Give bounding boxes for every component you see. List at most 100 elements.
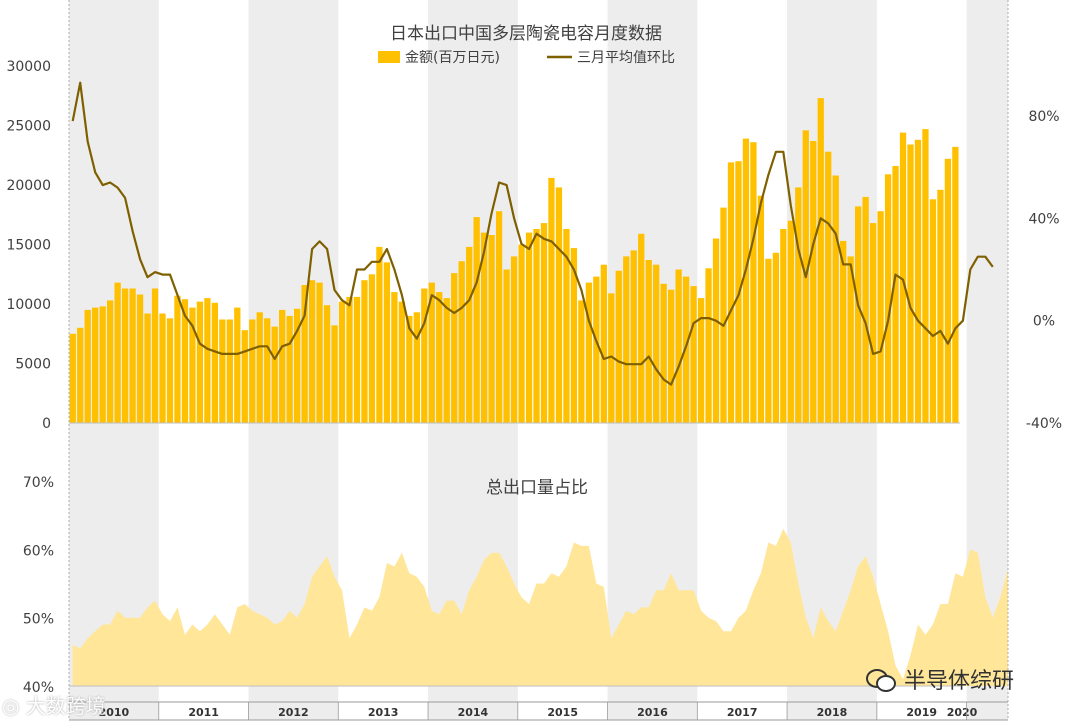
amount-bar (391, 292, 398, 423)
share-chart-title: 总出口量占比 (486, 478, 588, 498)
amount-bar (600, 264, 607, 423)
amount-bar (144, 313, 151, 423)
amount-bar (136, 294, 144, 423)
year-label-2019: 2019 (906, 706, 937, 719)
share-tick-label: 50% (23, 612, 54, 628)
watermark-left: ◎ 大数跨境 (2, 690, 106, 719)
amount-bar (840, 240, 847, 423)
amount-bar (121, 288, 129, 423)
amount-bar (899, 132, 907, 423)
watermark-right: 半导体综研 (866, 663, 1014, 695)
year-label-2020: 2020 (947, 706, 978, 719)
amount-bar (181, 299, 189, 423)
amount-bar (615, 270, 622, 423)
year-label-2017: 2017 (727, 706, 758, 719)
amount-bar (877, 211, 884, 423)
share-area (72, 528, 1008, 686)
amount-bar (443, 298, 450, 423)
amount-bar (892, 166, 899, 423)
amount-bar (174, 295, 181, 423)
amount-bar (331, 325, 338, 423)
amount-bar (952, 146, 959, 423)
amount-bar (787, 220, 794, 423)
watermark-right-text: 半导体综研 (904, 669, 1015, 694)
amount-bar (466, 246, 473, 423)
amount-bar (944, 158, 952, 424)
year-label-2018: 2018 (817, 706, 848, 719)
amount-bar (937, 189, 944, 423)
amount-bar (653, 264, 660, 423)
amount-bar (780, 229, 787, 423)
amount-bar (795, 187, 802, 423)
amount-bar (129, 288, 136, 423)
amount-bar (301, 285, 308, 423)
year-label-2012: 2012 (278, 706, 309, 719)
amount-bar (510, 256, 518, 423)
amount-bar (406, 315, 413, 423)
amount-bar (264, 318, 271, 423)
year-bands (69, 0, 1008, 720)
amount-bar (832, 175, 839, 423)
amount-bar (114, 282, 121, 423)
amount-bar (376, 246, 383, 423)
amount-bar (847, 256, 854, 423)
amount-bar (593, 276, 600, 423)
left-tick-label: 5000 (15, 357, 51, 373)
amount-bar (540, 223, 548, 423)
amount-bar (720, 207, 727, 423)
amount-bar (69, 333, 76, 424)
right-tick-label: 80% (1028, 109, 1059, 125)
wechat-icon: ◎ (2, 694, 26, 718)
amount-bar (682, 276, 690, 423)
amount-bar (563, 229, 570, 423)
amount-bar (585, 282, 592, 423)
amount-bar (914, 139, 922, 424)
chart-title: 日本出口中国多层陶瓷电容月度数据 (390, 24, 662, 44)
amount-bar (772, 252, 779, 423)
left-tick-label: 0 (42, 416, 51, 432)
amount-bar (668, 289, 675, 423)
amount-bar (189, 307, 196, 423)
share-area-layer (72, 528, 1008, 686)
amount-bar (855, 206, 862, 423)
amount-bar (608, 293, 615, 423)
share-tick-label: 60% (23, 543, 54, 559)
amount-bar (675, 269, 682, 423)
amount-bar (316, 282, 323, 423)
amount-bar (810, 141, 817, 423)
amount-bar (458, 261, 465, 423)
amount-bar (256, 312, 263, 423)
amount-bar (204, 298, 211, 423)
right-tick-label: 0% (1033, 314, 1055, 330)
amount-bar (623, 256, 630, 423)
amount-bar (368, 274, 376, 424)
amount-bar (488, 235, 495, 423)
amount-bar (77, 327, 84, 423)
year-label-2015: 2015 (547, 706, 578, 719)
amount-bar (570, 248, 578, 423)
amount-bar (99, 306, 106, 423)
right-tick-label: -40% (1026, 416, 1062, 432)
amount-bar (166, 318, 174, 423)
amount-bar (279, 309, 286, 423)
left-tick-label: 25000 (6, 119, 51, 135)
amount-bar (578, 300, 585, 423)
left-tick-label: 30000 (6, 59, 51, 75)
legend: 金额(百万日元) 三月平均值环比 (378, 50, 675, 66)
watermark-left-text: 大数跨境 (25, 694, 106, 718)
amount-bar (92, 307, 99, 423)
amount-bar (226, 319, 233, 423)
amount-bar (159, 313, 166, 423)
year-label-2010: 2010 (99, 706, 130, 719)
amount-bar (451, 273, 458, 423)
amount-bar (697, 298, 705, 423)
year-label-2014: 2014 (458, 706, 489, 719)
amount-bar (383, 262, 391, 423)
amount-bar (495, 211, 503, 423)
amount-bar (757, 195, 765, 423)
amount-bar (555, 187, 563, 423)
amount-bar (929, 199, 937, 423)
amount-bar (750, 142, 757, 423)
amount-bar (869, 223, 877, 423)
